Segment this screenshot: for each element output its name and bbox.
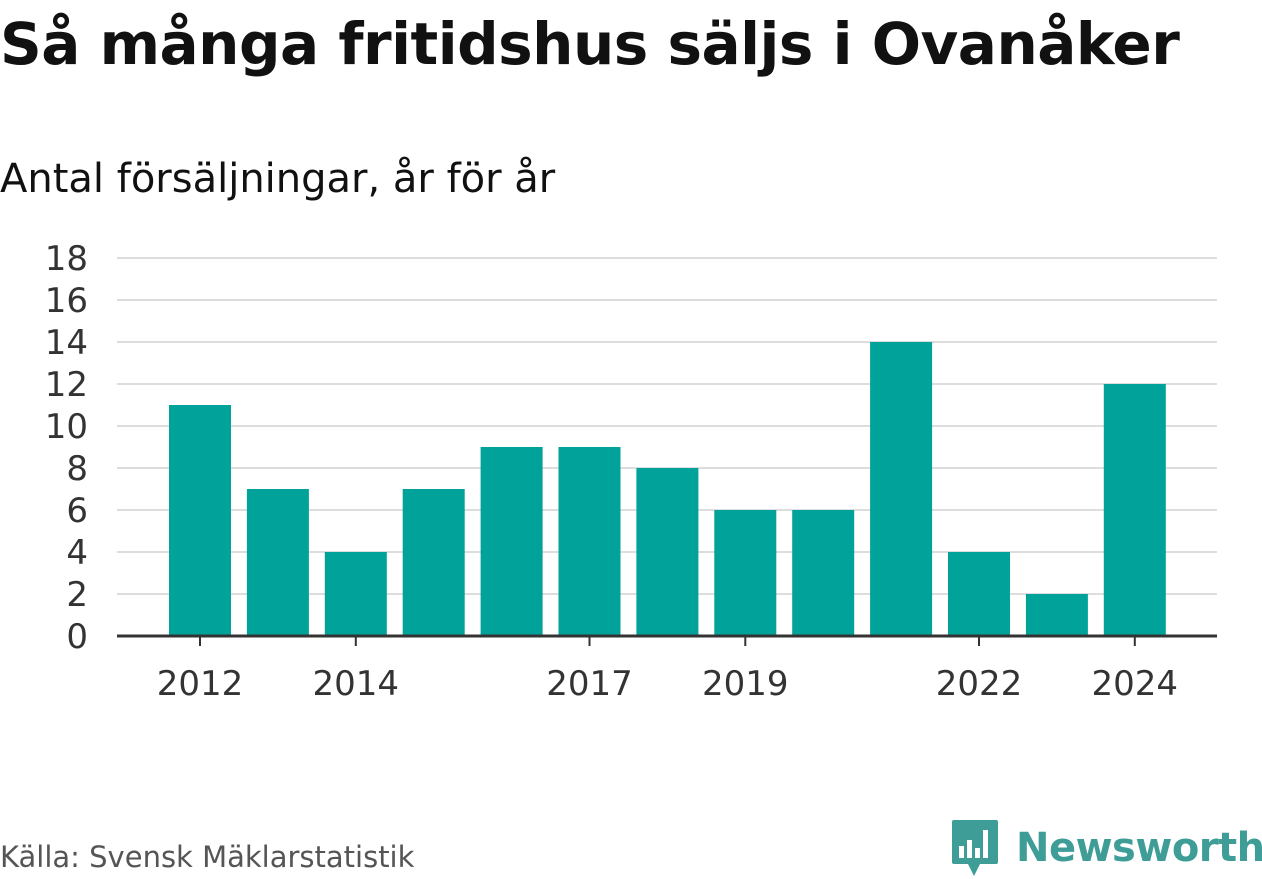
bar-2018 — [636, 468, 699, 636]
bar-2016 — [480, 447, 543, 636]
x-tick-label: 2017 — [546, 664, 633, 704]
bar-2022 — [948, 552, 1010, 636]
bars — [169, 342, 1166, 636]
bar-2014 — [324, 552, 387, 636]
chart-title: Så många fritidshus säljs i Ovanåker — [0, 10, 1180, 78]
x-tick-label: 2022 — [936, 664, 1023, 704]
y-tick-label: 2 — [66, 575, 88, 615]
y-tick-label: 10 — [45, 407, 88, 447]
x-tick-label: 2024 — [1092, 664, 1179, 704]
chart-subtitle: Antal försäljningar, år för år — [0, 156, 556, 202]
x-axis-ticks: 2012 2014 2017 2019 2022 2024 — [157, 636, 1178, 704]
y-tick-label: 8 — [66, 449, 88, 489]
bar-2012 — [169, 405, 231, 636]
bar-2024 — [1103, 384, 1166, 636]
x-tick-label: 2019 — [702, 664, 789, 704]
bar-2020 — [792, 510, 855, 636]
y-tick-label: 12 — [45, 365, 88, 405]
x-tick-label: 2012 — [157, 664, 244, 704]
y-tick-label: 16 — [45, 281, 88, 321]
bar-2015 — [402, 489, 465, 636]
source-note: Källa: Svensk Mäklarstatistik — [0, 840, 415, 874]
bar-2021 — [870, 342, 933, 636]
y-tick-label: 14 — [45, 323, 88, 363]
y-tick-label: 6 — [66, 491, 88, 531]
brand-name: Newsworthy — [1016, 825, 1262, 871]
y-tick-label: 18 — [45, 239, 88, 279]
bar-2019 — [714, 510, 777, 636]
y-tick-label: 0 — [66, 617, 88, 657]
bar-2013 — [246, 489, 309, 636]
y-tick-label: 4 — [66, 533, 88, 573]
bar-2017 — [558, 447, 621, 636]
x-tick-label: 2014 — [313, 664, 400, 704]
brand-logo: Newsworthy — [950, 818, 1262, 878]
bar-2023 — [1025, 594, 1088, 636]
newsworthy-logo-icon — [952, 820, 998, 876]
